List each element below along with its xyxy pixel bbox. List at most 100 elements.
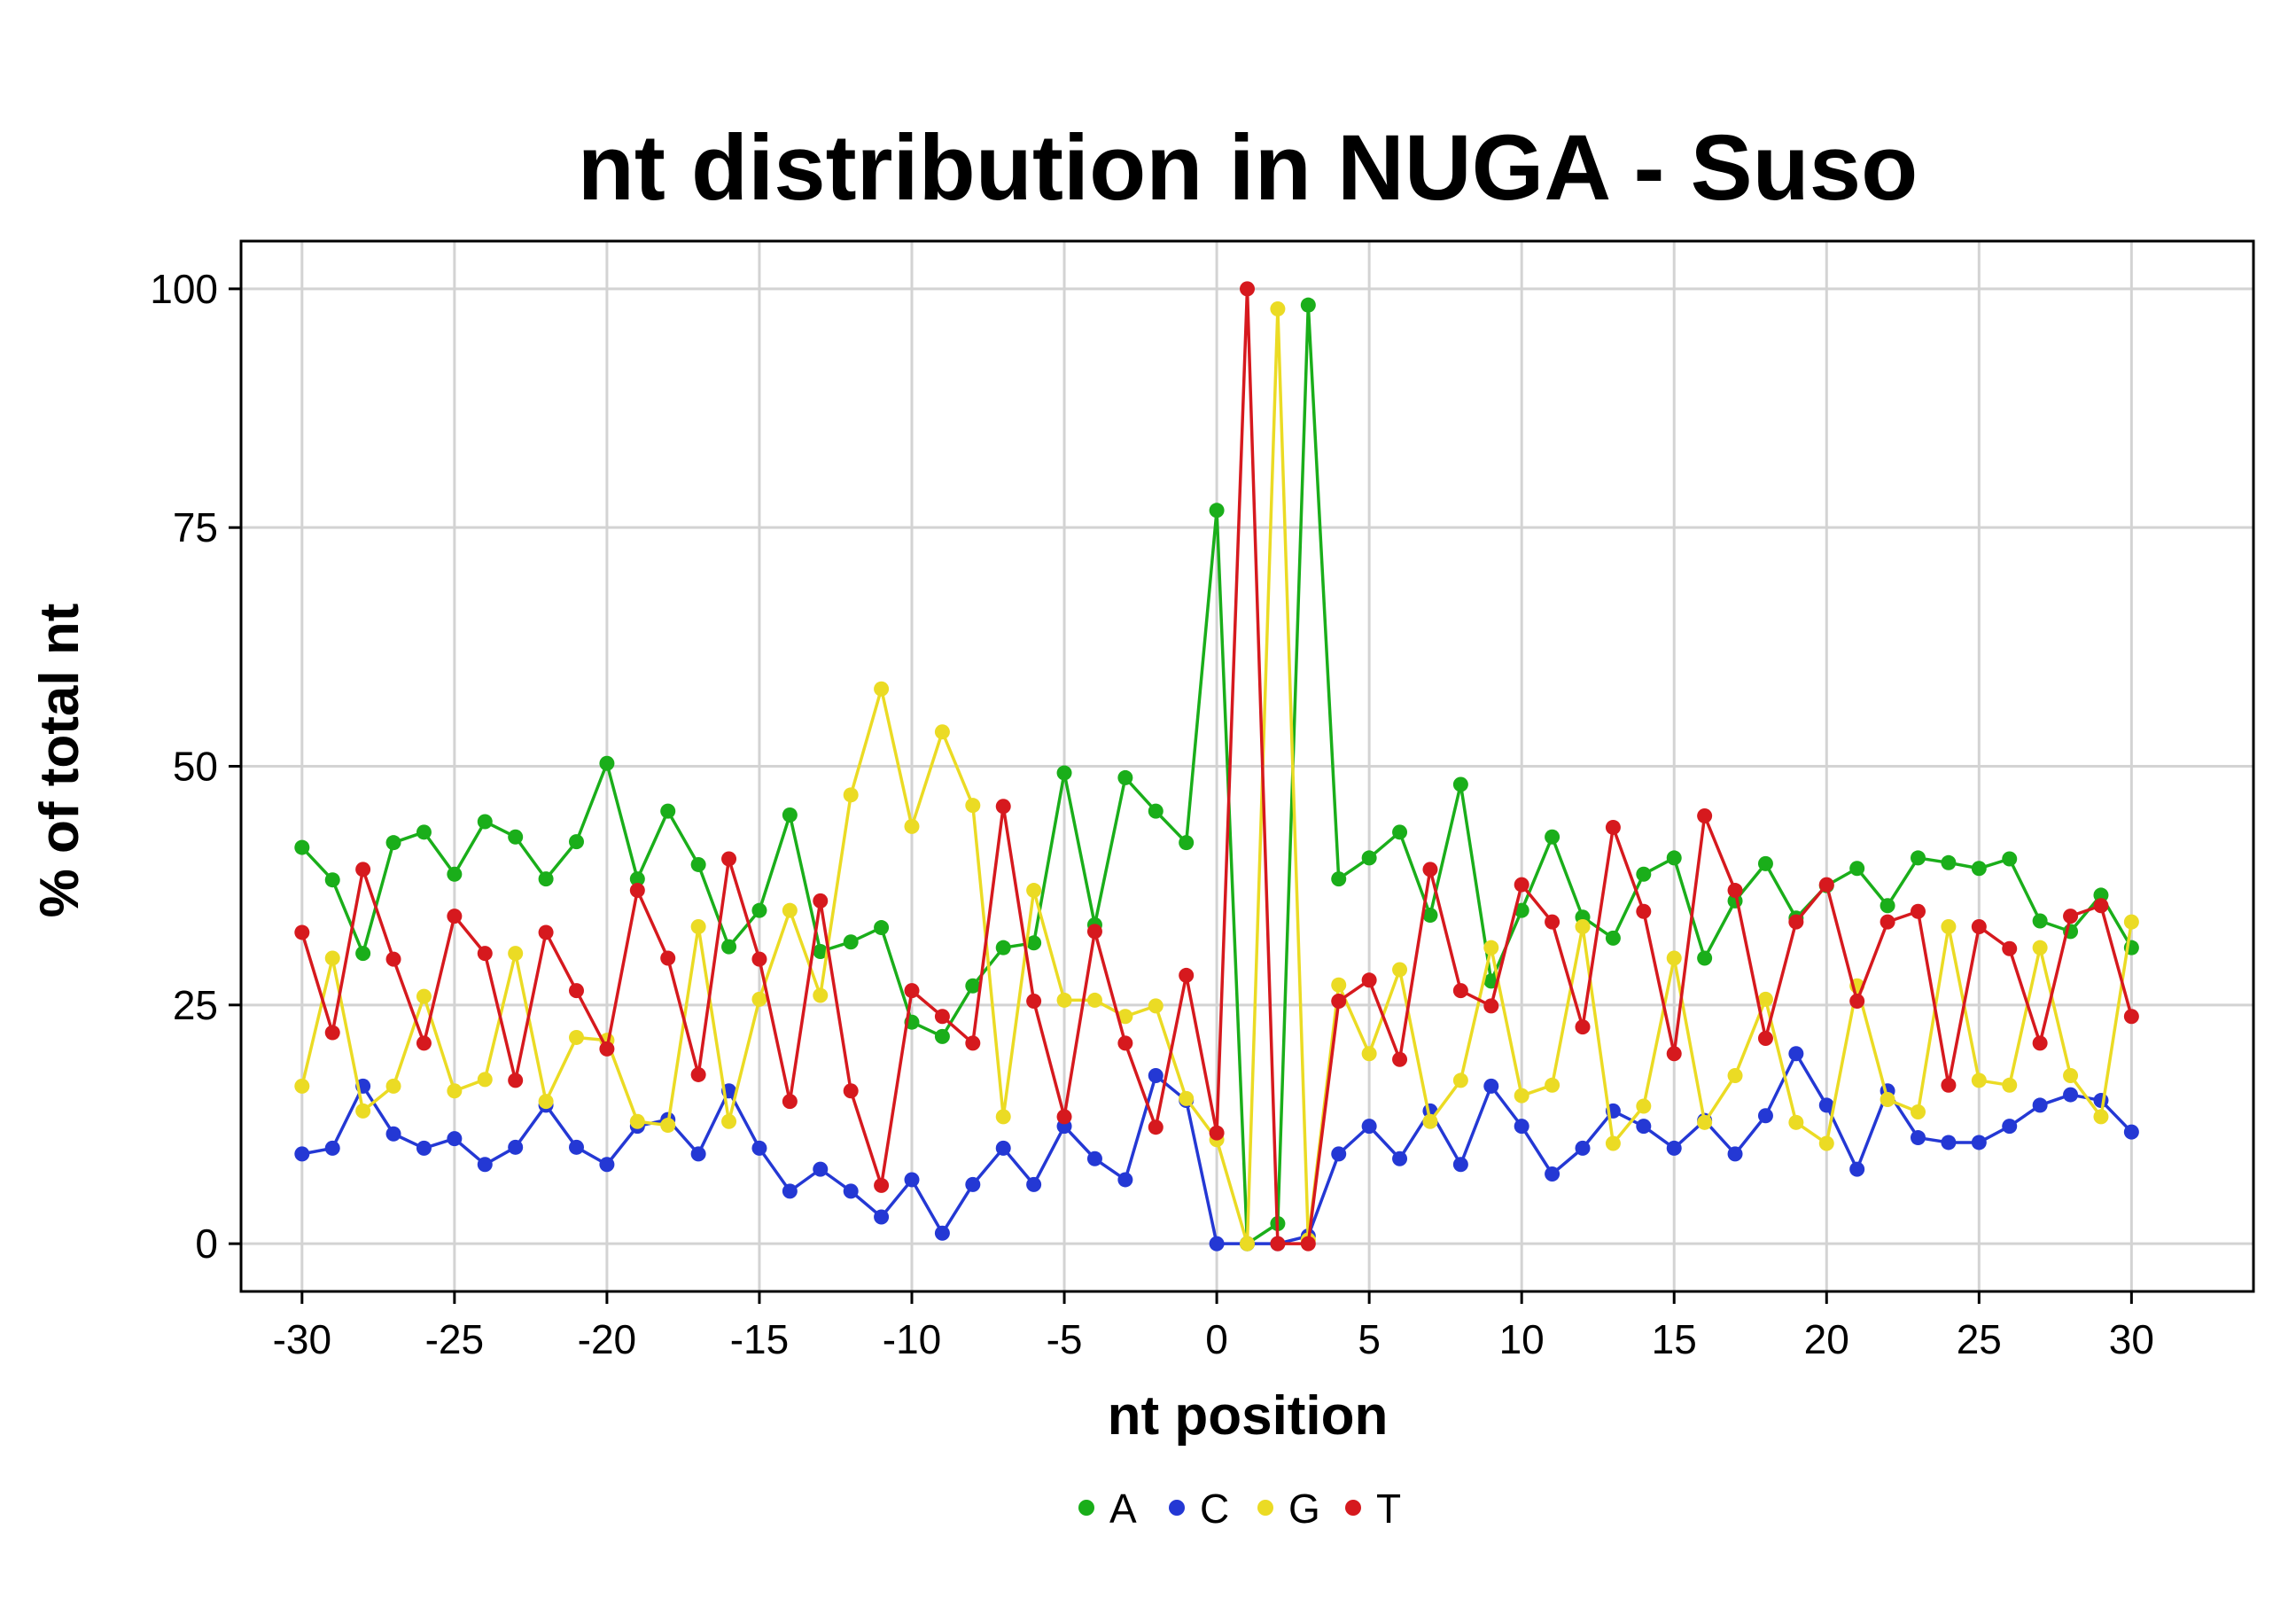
data-point-A bbox=[385, 835, 401, 851]
data-point-G bbox=[813, 987, 829, 1003]
data-point-T bbox=[1300, 1236, 1316, 1252]
data-point-C bbox=[1117, 1172, 1133, 1188]
data-point-T bbox=[843, 1083, 859, 1099]
data-point-C bbox=[1331, 1146, 1347, 1162]
data-point-A bbox=[1148, 803, 1164, 819]
data-point-T bbox=[324, 1025, 340, 1041]
x-tick-label: 5 bbox=[1358, 1316, 1381, 1362]
data-point-C bbox=[2002, 1119, 2018, 1135]
data-point-T bbox=[1179, 967, 1195, 983]
data-point-G bbox=[1788, 1114, 1804, 1130]
data-point-A bbox=[813, 943, 829, 959]
data-point-C bbox=[1971, 1135, 1987, 1150]
data-point-C bbox=[2093, 1093, 2109, 1109]
data-point-T bbox=[2123, 1009, 2139, 1025]
data-point-G bbox=[874, 681, 890, 697]
data-point-G bbox=[1361, 1046, 1377, 1062]
data-point-T bbox=[1545, 914, 1561, 930]
data-point-C bbox=[1483, 1078, 1499, 1094]
data-point-A bbox=[1452, 776, 1468, 792]
data-point-G bbox=[721, 1113, 737, 1129]
data-point-G bbox=[1392, 962, 1408, 978]
x-tick-label: 30 bbox=[2109, 1316, 2154, 1362]
data-point-T bbox=[1422, 862, 1438, 878]
data-point-G bbox=[1422, 1113, 1438, 1129]
data-point-T bbox=[447, 909, 463, 924]
legend-marker bbox=[1257, 1500, 1273, 1516]
plot-series bbox=[294, 281, 2139, 1252]
data-point-G bbox=[1727, 1068, 1743, 1084]
data-point-A bbox=[1514, 902, 1529, 918]
data-point-G bbox=[629, 1113, 645, 1129]
data-point-A bbox=[294, 839, 310, 855]
legend-label: C bbox=[1200, 1486, 1229, 1532]
data-point-G bbox=[1483, 940, 1499, 956]
data-point-C bbox=[1818, 1097, 1834, 1113]
data-point-G bbox=[1971, 1072, 1987, 1088]
legend-label: T bbox=[1376, 1486, 1401, 1532]
data-point-T bbox=[965, 1035, 981, 1051]
data-point-T bbox=[1392, 1051, 1408, 1067]
x-tick-label: -25 bbox=[425, 1316, 484, 1362]
x-tick-label: -10 bbox=[883, 1316, 941, 1362]
data-point-G bbox=[1056, 992, 1072, 1008]
data-point-A bbox=[1056, 765, 1072, 781]
data-point-C bbox=[1575, 1140, 1591, 1156]
data-point-A bbox=[1757, 855, 1773, 871]
data-point-G bbox=[1545, 1077, 1561, 1093]
data-point-T bbox=[1026, 994, 1042, 1010]
data-point-G bbox=[477, 1072, 493, 1088]
data-point-G bbox=[1757, 991, 1773, 1007]
x-axis-ticks: -30 -25 -20 -15 -10 -5 0 5 10 15 20 25 30 bbox=[273, 1291, 2154, 1362]
data-point-T bbox=[813, 893, 829, 909]
data-point-T bbox=[721, 851, 737, 867]
data-point-G bbox=[2123, 914, 2139, 930]
data-point-T bbox=[538, 924, 554, 940]
y-tick-label: 25 bbox=[173, 982, 218, 1028]
data-point-A bbox=[1941, 854, 1957, 870]
data-point-A bbox=[1026, 935, 1042, 951]
data-point-G bbox=[1911, 1104, 1926, 1119]
series-G bbox=[294, 300, 2139, 1252]
data-point-G bbox=[965, 798, 981, 814]
data-point-G bbox=[1941, 918, 1957, 934]
data-point-C bbox=[477, 1157, 493, 1173]
data-point-T bbox=[569, 983, 584, 999]
legend-label: G bbox=[1288, 1486, 1320, 1532]
data-point-G bbox=[1452, 1072, 1468, 1088]
x-tick-label: 25 bbox=[1957, 1316, 2002, 1362]
data-point-C bbox=[447, 1131, 463, 1147]
data-point-C bbox=[904, 1172, 920, 1188]
data-point-C bbox=[1849, 1161, 1865, 1177]
data-point-C bbox=[1514, 1119, 1529, 1135]
data-point-T bbox=[416, 1035, 432, 1051]
data-point-C bbox=[874, 1209, 890, 1225]
data-point-T bbox=[2002, 940, 2018, 956]
data-point-A bbox=[629, 871, 645, 887]
data-point-A bbox=[1697, 950, 1713, 966]
data-point-G bbox=[508, 946, 524, 962]
data-point-G bbox=[1148, 998, 1164, 1014]
x-axis-title: nt position bbox=[1108, 1385, 1389, 1447]
data-point-A bbox=[965, 978, 981, 994]
data-point-A bbox=[660, 803, 676, 819]
data-point-A bbox=[2032, 913, 2048, 929]
data-point-C bbox=[1392, 1150, 1408, 1166]
y-tick-label: 0 bbox=[195, 1221, 218, 1267]
data-point-C bbox=[1727, 1146, 1743, 1162]
y-tick-label: 100 bbox=[150, 266, 218, 312]
data-point-T bbox=[1148, 1119, 1164, 1135]
data-point-G bbox=[1270, 300, 1286, 316]
data-point-T bbox=[1911, 903, 1926, 919]
data-point-A bbox=[1849, 861, 1865, 877]
legend-label: A bbox=[1109, 1486, 1137, 1532]
data-point-G bbox=[2032, 940, 2048, 956]
data-point-C bbox=[782, 1183, 798, 1199]
data-point-C bbox=[385, 1126, 401, 1142]
data-point-C bbox=[416, 1140, 432, 1156]
legend-item-C: C bbox=[1169, 1486, 1229, 1532]
data-point-A bbox=[508, 829, 524, 845]
data-point-T bbox=[1788, 914, 1804, 930]
data-point-A bbox=[416, 824, 432, 840]
